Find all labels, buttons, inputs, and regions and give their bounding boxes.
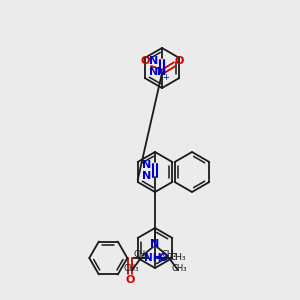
Text: CH₂: CH₂ <box>161 250 177 259</box>
Text: O: O <box>126 275 135 285</box>
Text: ⁻: ⁻ <box>148 61 152 70</box>
Text: CH₃: CH₃ <box>171 264 187 273</box>
Text: O: O <box>174 56 184 66</box>
Text: CH₂: CH₂ <box>133 250 149 259</box>
Text: N: N <box>150 239 160 249</box>
Text: CH₃: CH₃ <box>169 253 186 262</box>
Text: O: O <box>159 253 168 263</box>
Text: N: N <box>158 67 166 77</box>
Text: +: + <box>163 73 170 82</box>
Text: N: N <box>149 67 159 77</box>
Text: N: N <box>142 160 152 170</box>
Text: CH₃: CH₃ <box>123 264 139 273</box>
Text: N: N <box>142 171 152 181</box>
Text: O: O <box>140 56 150 66</box>
Text: NH: NH <box>144 253 161 263</box>
Text: N: N <box>149 56 159 66</box>
